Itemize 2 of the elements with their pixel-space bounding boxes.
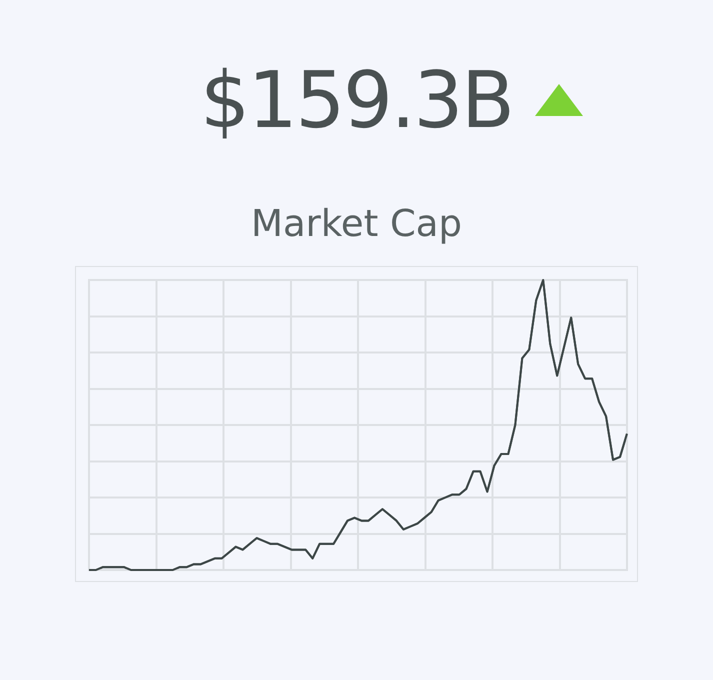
chart-title: $159.3B	[200, 56, 513, 146]
chart-subtitle: Market Cap	[250, 202, 463, 245]
